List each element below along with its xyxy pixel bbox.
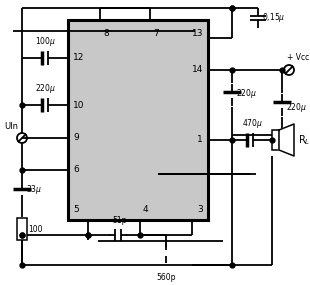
Polygon shape bbox=[279, 124, 294, 156]
Text: 0,15$\mu$: 0,15$\mu$ bbox=[262, 11, 286, 25]
Text: 4: 4 bbox=[143, 205, 148, 215]
Text: 3: 3 bbox=[197, 205, 203, 215]
Text: 220$\mu$: 220$\mu$ bbox=[236, 87, 257, 99]
Text: 10: 10 bbox=[73, 101, 85, 109]
Text: 6: 6 bbox=[73, 166, 79, 174]
Text: 7: 7 bbox=[153, 30, 159, 38]
Text: R$_L$: R$_L$ bbox=[298, 133, 310, 147]
Text: 1: 1 bbox=[197, 135, 203, 144]
Bar bbox=[17, 218, 27, 240]
Text: 12: 12 bbox=[73, 54, 84, 62]
Text: 220$\mu$: 220$\mu$ bbox=[35, 82, 56, 95]
Text: 100$\mu$: 100$\mu$ bbox=[35, 35, 56, 48]
Text: 8: 8 bbox=[103, 30, 109, 38]
Text: 220$\mu$: 220$\mu$ bbox=[286, 101, 307, 113]
Text: 33$\mu$: 33$\mu$ bbox=[26, 182, 42, 196]
Text: 51p: 51p bbox=[112, 216, 126, 225]
Text: 470$\mu$: 470$\mu$ bbox=[242, 117, 263, 130]
Text: 100: 100 bbox=[28, 225, 42, 233]
Text: 9: 9 bbox=[73, 133, 79, 142]
Text: + Vcc: + Vcc bbox=[287, 53, 309, 62]
Text: 560p: 560p bbox=[156, 273, 176, 282]
Text: 13: 13 bbox=[192, 30, 203, 38]
Text: 14: 14 bbox=[192, 66, 203, 74]
Text: UIn: UIn bbox=[4, 122, 18, 131]
Text: 5: 5 bbox=[73, 205, 79, 215]
Bar bbox=[68, 20, 208, 220]
Bar bbox=[272, 130, 279, 150]
